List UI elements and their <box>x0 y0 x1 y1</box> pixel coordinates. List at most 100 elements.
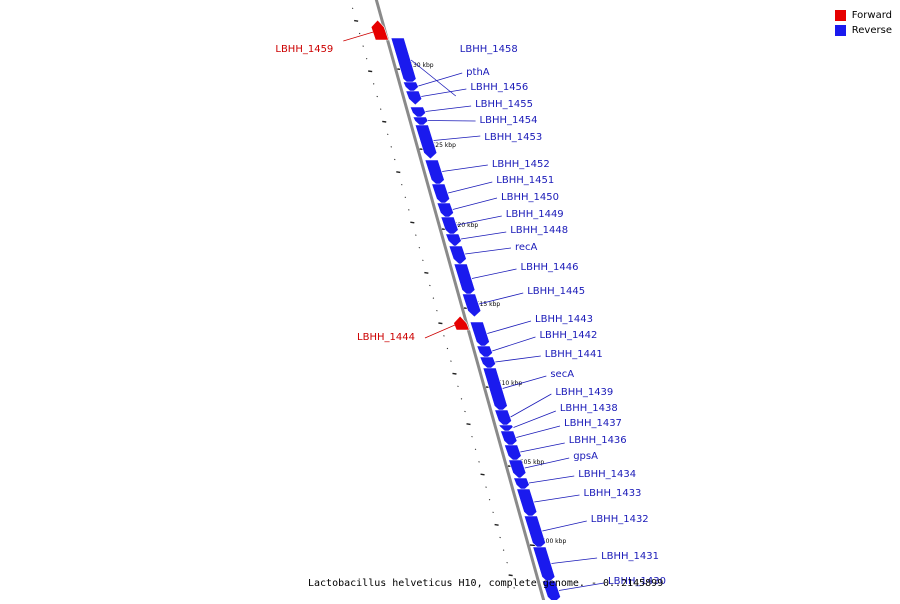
scale-dot <box>386 133 389 136</box>
scale-dot <box>404 196 407 199</box>
scale-dot <box>452 372 457 375</box>
scale-dot <box>499 536 501 539</box>
leader-line <box>343 31 374 42</box>
gene-label: LBHH_1456 <box>470 82 528 93</box>
gene-label: LBHH_1430 <box>608 576 666 587</box>
gene-label: recA <box>515 242 538 253</box>
gene-arrow <box>440 216 459 237</box>
leader-line <box>495 355 541 363</box>
gene-arrow <box>370 19 389 41</box>
gene-label: LBHH_1432 <box>591 514 649 525</box>
reverse-swatch <box>834 25 846 36</box>
gene-label: LBHH_1431 <box>601 551 659 562</box>
gene-arrow <box>453 263 476 297</box>
leader-line <box>418 72 463 87</box>
scale-dot <box>390 146 393 148</box>
leader-line <box>424 324 456 339</box>
gene-label: LBHH_1441 <box>545 349 603 360</box>
scale-dot <box>354 19 359 22</box>
gene-arrow <box>516 488 538 519</box>
kbp-tick-label: 1520 kbp <box>450 222 478 229</box>
gene-label: pthA <box>466 67 490 78</box>
gene-label: LBHH_1446 <box>521 262 579 273</box>
scale-dot <box>460 398 463 400</box>
scale-dot <box>450 360 452 362</box>
gene-arrow <box>431 183 451 206</box>
scale-dot <box>513 587 515 589</box>
leader-line <box>452 197 498 210</box>
scale-dot <box>396 171 401 174</box>
gene-label: LBHH_1455 <box>475 99 533 110</box>
leader-line <box>516 425 561 438</box>
scale-dot <box>382 120 387 123</box>
scale-dot <box>408 209 410 211</box>
scale-dot <box>368 70 373 73</box>
gene-label: LBHH_1434 <box>578 469 636 480</box>
gene-label: LBHH_1458 <box>460 44 518 55</box>
gene-arrow <box>500 430 518 448</box>
gene-labels: LBHH_1459 LBHH_1458 pthA LBHH_1456 LBHH_1455… <box>275 44 666 587</box>
gene-label: LBHH_1438 <box>560 403 618 414</box>
kbp-tick-label: 1500 kbp <box>538 538 566 545</box>
label-leader-lines <box>343 31 605 591</box>
leader-line <box>471 268 517 279</box>
gene-arrow <box>445 233 462 248</box>
gene-label: LBHH_1443 <box>535 314 593 325</box>
scale-dot <box>466 423 471 426</box>
gene-label: LBHH_1452 <box>492 159 550 170</box>
gene-label: LBHH_1436 <box>569 435 627 446</box>
gene-label: LBHH_1453 <box>484 132 542 143</box>
scale-dot <box>415 234 417 236</box>
leader-line <box>520 442 565 453</box>
gene-label: LBHH_1454 <box>480 115 538 126</box>
scale-dot <box>394 158 396 161</box>
gene-arrow <box>436 202 454 220</box>
scale-dot <box>410 221 415 224</box>
gene-arrow <box>482 367 508 413</box>
gene-arrow <box>513 477 530 492</box>
scale-dot <box>372 83 375 85</box>
strand-legend: Forward Reverse <box>834 8 892 38</box>
gene-arrow <box>508 459 527 480</box>
legend-label-forward: Forward <box>851 10 892 21</box>
scale-dot <box>432 297 435 299</box>
leader-line <box>442 164 488 172</box>
scale-dot <box>478 461 480 463</box>
kbp-tick-label: 1530 kbp <box>405 62 433 69</box>
scale-dot <box>492 511 494 514</box>
genome-caption: Lactobacillus helveticus H10, complete g… <box>308 578 664 589</box>
kbp-tick-label: 1525 kbp <box>428 142 456 149</box>
gene-arrow <box>424 159 445 187</box>
leader-line <box>427 120 476 122</box>
scale-dot <box>358 32 361 35</box>
gene-arrow <box>479 356 497 371</box>
gene-label: LBHH_1444 <box>357 332 415 343</box>
leader-line <box>425 105 472 112</box>
scale-dot <box>436 309 438 312</box>
scale-dot <box>362 45 364 47</box>
leader-line <box>460 231 507 240</box>
forward-swatch <box>834 10 846 21</box>
scale-dot <box>438 322 443 325</box>
leader-line <box>551 557 598 564</box>
scale-dot <box>418 246 421 249</box>
scale-dot <box>506 561 508 564</box>
legend-label-reverse: Reverse <box>851 25 892 36</box>
leader-line <box>448 181 493 194</box>
gene-arrow <box>532 546 556 584</box>
leader-line <box>524 457 570 469</box>
leader-line <box>528 475 575 484</box>
scale-dot <box>464 410 466 413</box>
scale-dot <box>446 347 449 350</box>
gene-arrow <box>453 315 470 331</box>
scale-dot <box>429 284 431 287</box>
gene-label: LBHH_1448 <box>510 225 568 236</box>
kbp-tick-label: 1505 kbp <box>516 459 544 466</box>
scale-dot <box>401 183 403 186</box>
leader-line <box>510 393 552 418</box>
gene-arrow <box>476 345 493 360</box>
kbp-tick-label: 1510 kbp <box>494 380 522 387</box>
gene-arrow <box>409 106 427 120</box>
scale-dot <box>376 95 378 98</box>
